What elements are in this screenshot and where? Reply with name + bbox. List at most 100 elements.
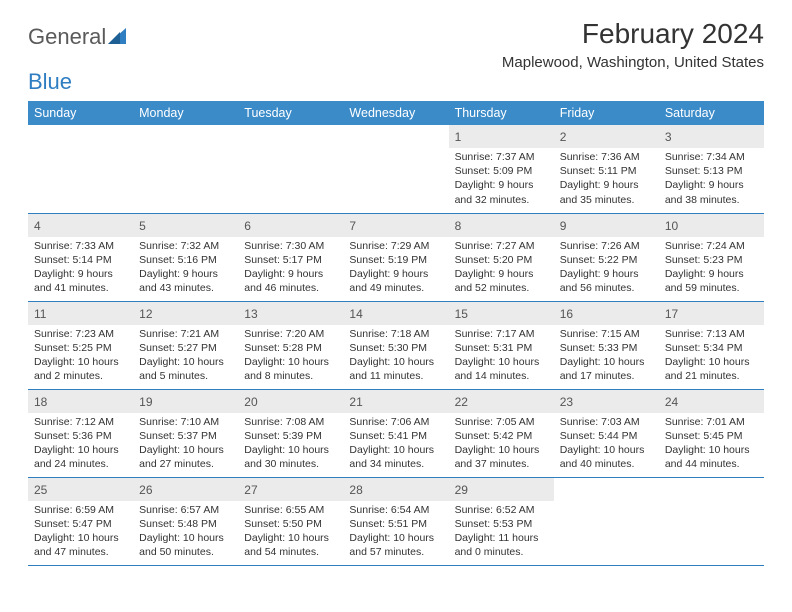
sunset-line: Sunset: 5:27 PM xyxy=(139,341,232,355)
day-content: Sunrise: 6:52 AMSunset: 5:53 PMDaylight:… xyxy=(449,501,554,560)
day-content: Sunrise: 7:01 AMSunset: 5:45 PMDaylight:… xyxy=(659,413,764,472)
day-content: Sunrise: 7:33 AMSunset: 5:14 PMDaylight:… xyxy=(28,237,133,296)
daylight-line: Daylight: 10 hours and 47 minutes. xyxy=(34,531,127,559)
calendar-day-cell: 12Sunrise: 7:21 AMSunset: 5:27 PMDayligh… xyxy=(133,301,238,389)
day-number: 7 xyxy=(349,219,356,233)
daylight-line: Daylight: 9 hours and 56 minutes. xyxy=(560,267,653,295)
day-number-bar: 29 xyxy=(449,478,554,501)
weekday-header: Tuesday xyxy=(238,101,343,125)
calendar-day-cell: 4 Sunrise: 7:33 AMSunset: 5:14 PMDaylight… xyxy=(28,213,133,301)
sunrise-line: Sunrise: 7:26 AM xyxy=(560,239,653,253)
calendar-page: General February 2024 Maplewood, Washing… xyxy=(0,0,792,566)
weekday-header: Monday xyxy=(133,101,238,125)
day-content: Sunrise: 7:30 AMSunset: 5:17 PMDaylight:… xyxy=(238,237,343,296)
calendar-day-cell: 14 Sunrise: 7:18 AMSunset: 5:30 PMDayligh… xyxy=(343,301,448,389)
day-number: 23 xyxy=(560,395,573,409)
logo-triangle-icon xyxy=(108,24,126,50)
calendar-week-row: 1Sunrise: 7:37 AMSunset: 5:09 PMDaylight… xyxy=(28,125,764,213)
sunset-line: Sunset: 5:48 PM xyxy=(139,517,232,531)
day-content: Sunrise: 7:12 AMSunset: 5:36 PMDaylight:… xyxy=(28,413,133,472)
day-number: 4 xyxy=(34,219,41,233)
day-number-bar: 11 xyxy=(28,302,133,325)
day-number: 22 xyxy=(455,395,468,409)
day-number-bar: 15 xyxy=(449,302,554,325)
day-content: Sunrise: 7:18 AMSunset: 5:30 PMDaylight:… xyxy=(343,325,448,384)
day-number-bar: 7 xyxy=(343,214,448,237)
calendar-day-cell: 18Sunrise: 7:12 AMSunset: 5:36 PMDayligh… xyxy=(28,389,133,477)
sunset-line: Sunset: 5:25 PM xyxy=(34,341,127,355)
daylight-line: Daylight: 9 hours and 59 minutes. xyxy=(665,267,758,295)
day-number: 2 xyxy=(560,130,567,144)
sunrise-line: Sunrise: 7:18 AM xyxy=(349,327,442,341)
sunset-line: Sunset: 5:42 PM xyxy=(455,429,548,443)
daylight-line: Daylight: 10 hours and 44 minutes. xyxy=(665,443,758,471)
day-number-bar: 9 xyxy=(554,214,659,237)
sunrise-line: Sunrise: 7:27 AM xyxy=(455,239,548,253)
day-number-bar: 16 xyxy=(554,302,659,325)
calendar-day-cell: 25 Sunrise: 6:59 AMSunset: 5:47 PMDayligh… xyxy=(28,477,133,565)
daylight-line: Daylight: 10 hours and 5 minutes. xyxy=(139,355,232,383)
daylight-line: Daylight: 9 hours and 32 minutes. xyxy=(455,178,548,206)
title-column: February 2024 Maplewood, Washington, Uni… xyxy=(502,18,764,81)
day-number: 15 xyxy=(455,307,468,321)
day-content: Sunrise: 7:26 AMSunset: 5:22 PMDaylight:… xyxy=(554,237,659,296)
daylight-line: Daylight: 10 hours and 57 minutes. xyxy=(349,531,442,559)
day-content: Sunrise: 6:59 AMSunset: 5:47 PMDaylight:… xyxy=(28,501,133,560)
day-content: Sunrise: 7:20 AMSunset: 5:28 PMDaylight:… xyxy=(238,325,343,384)
weekday-header: Thursday xyxy=(449,101,554,125)
logo-text-gray: General xyxy=(28,24,106,50)
day-number: 1 xyxy=(455,130,462,144)
sunrise-line: Sunrise: 7:03 AM xyxy=(560,415,653,429)
day-number-bar: 14 xyxy=(343,302,448,325)
daylight-line: Daylight: 9 hours and 38 minutes. xyxy=(665,178,758,206)
day-number: 27 xyxy=(244,483,257,497)
sunrise-line: Sunrise: 7:37 AM xyxy=(455,150,548,164)
day-number-bar: 17 xyxy=(659,302,764,325)
day-content: Sunrise: 7:08 AMSunset: 5:39 PMDaylight:… xyxy=(238,413,343,472)
calendar-day-cell xyxy=(659,477,764,565)
sunrise-line: Sunrise: 6:52 AM xyxy=(455,503,548,517)
calendar-table: Sunday Monday Tuesday Wednesday Thursday… xyxy=(28,101,764,566)
daylight-line: Daylight: 9 hours and 43 minutes. xyxy=(139,267,232,295)
daylight-line: Daylight: 9 hours and 46 minutes. xyxy=(244,267,337,295)
sunrise-line: Sunrise: 7:36 AM xyxy=(560,150,653,164)
calendar-day-cell xyxy=(28,125,133,213)
sunrise-line: Sunrise: 7:15 AM xyxy=(560,327,653,341)
sunrise-line: Sunrise: 7:30 AM xyxy=(244,239,337,253)
day-content: Sunrise: 7:36 AMSunset: 5:11 PMDaylight:… xyxy=(554,148,659,207)
daylight-line: Daylight: 10 hours and 27 minutes. xyxy=(139,443,232,471)
day-number-bar: 24 xyxy=(659,390,764,413)
sunrise-line: Sunrise: 7:17 AM xyxy=(455,327,548,341)
day-number-bar: 20 xyxy=(238,390,343,413)
calendar-day-cell: 9Sunrise: 7:26 AMSunset: 5:22 PMDaylight… xyxy=(554,213,659,301)
calendar-day-cell xyxy=(343,125,448,213)
day-number: 14 xyxy=(349,307,362,321)
day-number: 25 xyxy=(34,483,47,497)
daylight-line: Daylight: 9 hours and 41 minutes. xyxy=(34,267,127,295)
day-content: Sunrise: 7:21 AMSunset: 5:27 PMDaylight:… xyxy=(133,325,238,384)
day-content: Sunrise: 7:29 AMSunset: 5:19 PMDaylight:… xyxy=(343,237,448,296)
day-number-bar: 8 xyxy=(449,214,554,237)
sunset-line: Sunset: 5:23 PM xyxy=(665,253,758,267)
day-number: 13 xyxy=(244,307,257,321)
daylight-line: Daylight: 9 hours and 49 minutes. xyxy=(349,267,442,295)
day-number: 26 xyxy=(139,483,152,497)
day-number: 3 xyxy=(665,130,672,144)
daylight-line: Daylight: 10 hours and 17 minutes. xyxy=(560,355,653,383)
calendar-header: Sunday Monday Tuesday Wednesday Thursday… xyxy=(28,101,764,125)
sunrise-line: Sunrise: 7:24 AM xyxy=(665,239,758,253)
calendar-day-cell: 7 Sunrise: 7:29 AMSunset: 5:19 PMDaylight… xyxy=(343,213,448,301)
day-number-bar: 12 xyxy=(133,302,238,325)
day-number: 16 xyxy=(560,307,573,321)
day-number-bar: 18 xyxy=(28,390,133,413)
sunset-line: Sunset: 5:28 PM xyxy=(244,341,337,355)
day-content: Sunrise: 7:06 AMSunset: 5:41 PMDaylight:… xyxy=(343,413,448,472)
sunset-line: Sunset: 5:51 PM xyxy=(349,517,442,531)
weekday-header: Friday xyxy=(554,101,659,125)
day-content: Sunrise: 6:54 AMSunset: 5:51 PMDaylight:… xyxy=(343,501,448,560)
day-number-bar: 28 xyxy=(343,478,448,501)
day-content: Sunrise: 7:27 AMSunset: 5:20 PMDaylight:… xyxy=(449,237,554,296)
daylight-line: Daylight: 10 hours and 54 minutes. xyxy=(244,531,337,559)
day-content: Sunrise: 7:17 AMSunset: 5:31 PMDaylight:… xyxy=(449,325,554,384)
day-number-bar: 25 xyxy=(28,478,133,501)
